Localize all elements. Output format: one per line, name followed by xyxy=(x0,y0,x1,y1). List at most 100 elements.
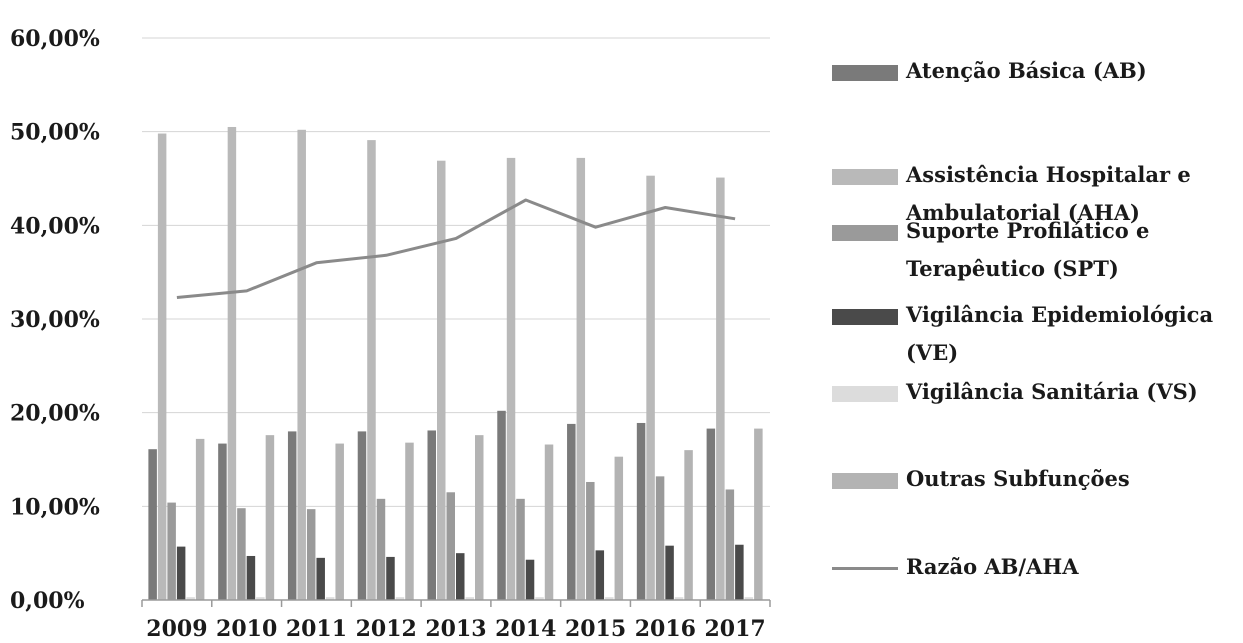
bar xyxy=(456,553,465,600)
legend-swatch-vs xyxy=(832,386,898,402)
bar xyxy=(195,438,205,600)
bar xyxy=(148,449,157,600)
bar xyxy=(427,430,436,600)
bar xyxy=(506,157,516,601)
bar xyxy=(586,481,595,600)
legend-label-spt: Suporte Profilático e Terapêutico (SPT) xyxy=(906,218,1150,281)
x-tick-label: 2009 xyxy=(146,616,207,642)
legend-label-vs: Vigilância Sanitária (VS) xyxy=(906,379,1198,404)
legend-swatch-ratio xyxy=(832,567,898,570)
bar xyxy=(306,509,316,600)
bar xyxy=(735,544,744,600)
y-tick-label: 10,00% xyxy=(10,494,100,520)
bar xyxy=(646,175,655,600)
legend-item-outras: Outras Subfunções xyxy=(832,460,1237,498)
legend-item-ratio: Razão AB/AHA xyxy=(832,548,1237,586)
bar xyxy=(256,597,265,600)
ratio-line xyxy=(176,198,736,299)
bar xyxy=(706,428,716,600)
bar xyxy=(265,435,275,600)
legend-swatch-outras xyxy=(832,473,898,489)
bar xyxy=(357,431,367,600)
x-tick-label: 2015 xyxy=(565,616,626,642)
bar xyxy=(725,489,735,600)
bar xyxy=(475,435,484,600)
bar xyxy=(227,126,237,600)
x-tick-label: 2013 xyxy=(425,616,486,642)
bar xyxy=(665,545,674,600)
legend-label-aha: Assistência Hospitalar e Ambulatorial (A… xyxy=(906,162,1191,225)
bar xyxy=(716,177,725,600)
bar xyxy=(605,597,614,600)
bar xyxy=(754,428,763,600)
bar xyxy=(287,431,297,600)
bar xyxy=(437,160,446,600)
legend-item-aha: Assistência Hospitalar e Ambulatorial (A… xyxy=(832,156,1237,232)
bar xyxy=(405,442,414,600)
x-tick-label: 2017 xyxy=(704,616,765,642)
bar xyxy=(744,597,754,600)
legend-swatch-ve xyxy=(832,309,898,325)
bar xyxy=(544,444,554,600)
bar xyxy=(674,597,684,600)
legend-item-spt: Suporte Profilático e Terapêutico (SPT) xyxy=(832,212,1237,288)
bar xyxy=(335,443,344,600)
bar xyxy=(684,450,693,600)
bar xyxy=(636,422,646,600)
legend-swatch-ab xyxy=(832,65,898,81)
chart: 0,00% 10,00% 20,00% 30,00% 40,00% 50,00% 60,00… xyxy=(10,26,771,642)
ratio-line-layer xyxy=(176,198,736,299)
x-tick-label: 2012 xyxy=(356,616,417,642)
bar xyxy=(497,410,506,600)
legend: Atenção Básica (AB) Assistência Hospital… xyxy=(832,40,1237,600)
y-tick-label: 50,00% xyxy=(10,120,100,146)
x-tick-label: 2016 xyxy=(635,616,696,642)
bar xyxy=(297,129,306,600)
bar xyxy=(516,498,525,600)
bar xyxy=(176,546,186,600)
legend-label-ratio: Razão AB/AHA xyxy=(906,554,1079,579)
bar xyxy=(246,555,256,600)
bar xyxy=(446,492,455,600)
bar xyxy=(237,508,246,600)
bar xyxy=(386,556,395,600)
bar xyxy=(595,550,605,600)
bar xyxy=(525,559,535,600)
x-tick-label: 2011 xyxy=(286,616,347,642)
bar xyxy=(186,597,195,600)
legend-swatch-aha xyxy=(832,169,898,185)
bar xyxy=(376,498,386,600)
y-tick-label: 60,00% xyxy=(10,26,100,52)
bar xyxy=(157,133,167,601)
x-axis-ticks: 2009 2010 2011 2012 2013 2014 2015 2016 2017 xyxy=(146,616,765,642)
legend-label-ab: Atenção Básica (AB) xyxy=(906,58,1147,83)
legend-swatch-spt xyxy=(832,225,898,241)
y-tick-label: 30,00% xyxy=(10,307,100,333)
bar xyxy=(325,597,335,600)
bar xyxy=(316,557,325,600)
y-axis-ticks: 0,00% 10,00% 20,00% 30,00% 40,00% 50,00% 60,00… xyxy=(10,26,100,614)
y-tick-label: 20,00% xyxy=(10,401,100,427)
bar xyxy=(367,140,376,600)
legend-label-outras: Outras Subfunções xyxy=(906,466,1130,491)
bar xyxy=(655,476,665,600)
bar xyxy=(465,597,474,600)
legend-item-ve: Vigilância Epidemiológica (VE) xyxy=(832,296,1237,372)
bar xyxy=(614,456,624,600)
bar xyxy=(167,502,176,600)
y-tick-label: 40,00% xyxy=(10,213,100,239)
bar xyxy=(576,157,586,601)
bars xyxy=(148,126,763,601)
bar xyxy=(567,423,576,600)
x-tick-label: 2014 xyxy=(495,616,556,642)
legend-label-ve: Vigilância Epidemiológica (VE) xyxy=(906,302,1214,365)
gridlines xyxy=(142,37,770,507)
y-tick-label: 0,00% xyxy=(10,588,85,614)
bar xyxy=(535,597,544,600)
x-axis xyxy=(141,599,771,607)
legend-item-vs: Vigilância Sanitária (VS) xyxy=(832,373,1237,411)
legend-item-ab: Atenção Básica (AB) xyxy=(832,52,1237,90)
bar xyxy=(218,443,227,600)
x-tick-label: 2010 xyxy=(216,616,277,642)
bar xyxy=(395,597,405,600)
